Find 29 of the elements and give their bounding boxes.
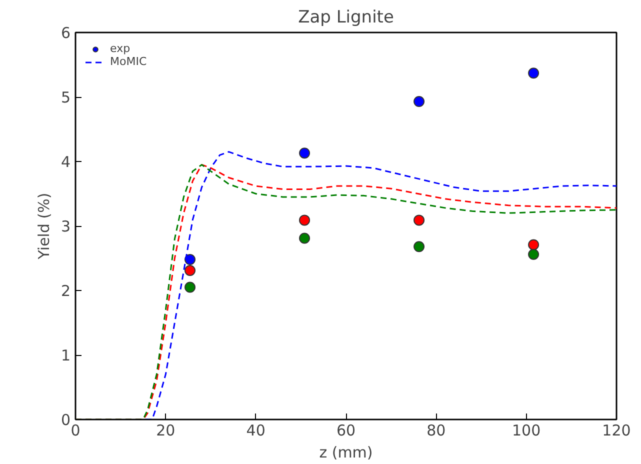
y-tick-label: 2 — [60, 282, 71, 300]
x-tick-label: 40 — [246, 422, 266, 440]
legend-label: MoMIC — [110, 55, 147, 68]
x-tick-label: 20 — [156, 422, 176, 440]
point — [299, 214, 310, 226]
y-tick-label: 6 — [60, 24, 71, 42]
y-axis-title: Yield (%) — [34, 192, 53, 260]
point — [528, 239, 540, 250]
legend-label: exp — [110, 42, 130, 55]
y-tick-label: 3 — [60, 218, 71, 236]
chart-title: Zap Lignite — [298, 8, 394, 28]
point — [299, 148, 310, 159]
x-tick-label: 60 — [336, 422, 356, 440]
point — [414, 241, 425, 252]
point — [184, 282, 196, 293]
x-tick-label: 80 — [426, 422, 446, 440]
point — [184, 265, 196, 276]
x-tick-label: 100 — [512, 422, 541, 440]
point — [299, 232, 310, 244]
y-tick-label: 5 — [60, 88, 71, 106]
y-tick-label: 4 — [60, 153, 71, 171]
point — [184, 254, 196, 266]
point — [414, 214, 425, 226]
point — [414, 96, 425, 108]
x-tick-label: 120 — [602, 422, 631, 440]
x-axis-title: z (mm) — [319, 444, 373, 462]
y-tick-label: 1 — [60, 346, 71, 364]
point — [528, 68, 540, 79]
point — [528, 248, 540, 260]
